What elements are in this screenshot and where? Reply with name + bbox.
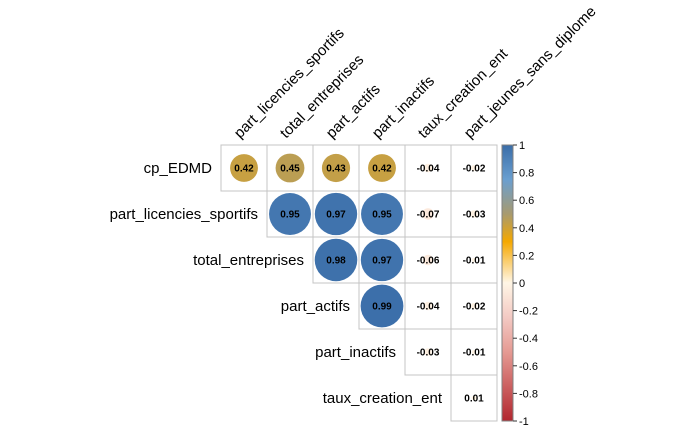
cell-value-label: -0.02 bbox=[463, 164, 486, 175]
grid-cell bbox=[404, 236, 452, 284]
colorbar: 1 0.8 0.6 0.4 0.2 0 -0.2 -0.4 -0.6 -0.8 -1 bbox=[501, 140, 538, 428]
correlation-circle bbox=[368, 154, 396, 182]
column-label: total_entreprises bbox=[277, 51, 367, 141]
correlation-circle bbox=[424, 348, 432, 356]
cell-value-label: 0.97 bbox=[326, 210, 346, 221]
correlation-circle bbox=[471, 257, 477, 263]
colorbar-tick-label: 0.8 bbox=[519, 168, 534, 180]
colorbar-tick-label: -0.8 bbox=[519, 388, 538, 400]
cell-value-label: 0.97 bbox=[372, 256, 392, 267]
cell-value-label: 0.42 bbox=[372, 164, 392, 175]
correlation-circle bbox=[470, 164, 478, 172]
colorbar-tick-label: -0.4 bbox=[519, 333, 538, 345]
column-labels: part_licencies_sportifstotal_entreprises… bbox=[231, 3, 600, 142]
colorbar-tick-label: -0.6 bbox=[519, 361, 538, 373]
colorbar-tick-label: 0.6 bbox=[519, 195, 534, 207]
colorbar-tick-label: -0.2 bbox=[519, 306, 538, 318]
correlation-circle bbox=[321, 153, 351, 183]
value-layer: 0.42 0.45 0.43 0.42 -0.04 -0.02 0.95 0.97 0.95 -0… bbox=[234, 164, 486, 405]
correlation-circle bbox=[314, 192, 358, 236]
correlation-circle bbox=[470, 210, 478, 218]
correlation-circle bbox=[471, 349, 477, 355]
correlation-circle bbox=[361, 193, 403, 235]
cell-value-label: -0.03 bbox=[463, 210, 486, 221]
colorbar-tick-label: 0 bbox=[519, 278, 525, 290]
row-labels: cp_EDMD part_licencies_sportifs total_entr… bbox=[110, 160, 443, 407]
grid-layer bbox=[220, 144, 498, 422]
cell-value-label: -0.06 bbox=[417, 256, 440, 267]
cell-value-label: -0.01 bbox=[463, 348, 486, 359]
cell-value-label: -0.01 bbox=[463, 256, 486, 267]
cell-value-label: -0.02 bbox=[463, 302, 486, 313]
circle-layer bbox=[230, 153, 478, 401]
row-label: part_actifs bbox=[281, 298, 350, 315]
cell-value-label: -0.07 bbox=[417, 210, 440, 221]
cell-value-label: 0.43 bbox=[326, 164, 346, 175]
cell-value-label: 0.95 bbox=[280, 210, 300, 221]
colorbar-tick-label: 0.4 bbox=[519, 223, 534, 235]
cell-value-label: -0.04 bbox=[417, 302, 440, 313]
colorbar-tick-label: -1 bbox=[519, 416, 529, 428]
row-label: taux_creation_ent bbox=[323, 390, 443, 407]
correlation-circle bbox=[422, 254, 434, 266]
cell-value-label: 0.01 bbox=[464, 394, 484, 405]
correlation-circle bbox=[314, 238, 358, 282]
correlation-circle bbox=[471, 395, 477, 401]
cell-value-label: 0.99 bbox=[372, 302, 392, 313]
colorbar-tick-label: 1 bbox=[519, 140, 525, 152]
correlation-circle bbox=[230, 154, 258, 182]
row-label: total_entreprises bbox=[193, 252, 304, 269]
cell-value-label: -0.04 bbox=[417, 164, 440, 175]
correlation-circle bbox=[360, 238, 404, 282]
correlation-circle bbox=[360, 284, 404, 328]
correlation-circle bbox=[470, 302, 478, 310]
row-label: part_licencies_sportifs bbox=[110, 206, 258, 223]
cell-value-label: 0.98 bbox=[326, 256, 346, 267]
correlation-circle bbox=[423, 301, 433, 311]
row-label: part_inactifs bbox=[315, 344, 396, 361]
cell-value-label: -0.03 bbox=[417, 348, 440, 359]
colorbar-tick-label: 0.2 bbox=[519, 250, 534, 262]
row-label: cp_EDMD bbox=[144, 160, 213, 177]
cell-value-label: 0.42 bbox=[234, 164, 254, 175]
correlation-circle bbox=[275, 153, 305, 183]
correlation-circle bbox=[269, 193, 311, 235]
cell-value-label: 0.95 bbox=[372, 210, 392, 221]
colorbar-bar bbox=[501, 144, 514, 422]
correlation-circle bbox=[423, 163, 433, 173]
cell-value-label: 0.45 bbox=[280, 164, 300, 175]
correlation-circle bbox=[422, 208, 434, 220]
